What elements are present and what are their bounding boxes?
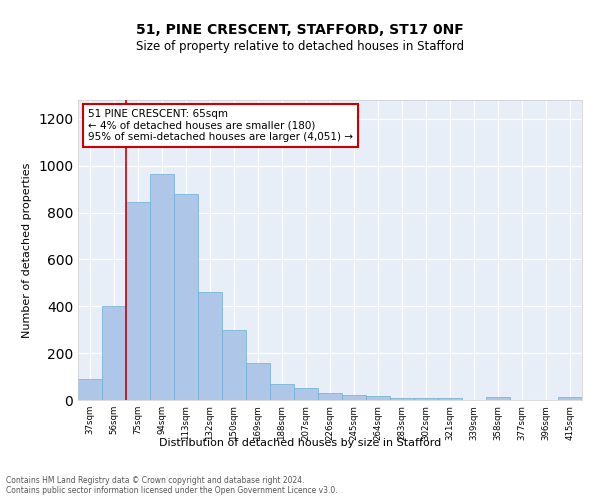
Bar [438,398,462,400]
Text: Contains HM Land Registry data © Crown copyright and database right 2024.
Contai: Contains HM Land Registry data © Crown c… [6,476,338,495]
Bar [174,194,198,400]
Y-axis label: Number of detached properties: Number of detached properties [22,162,32,338]
Text: 51, PINE CRESCENT, STAFFORD, ST17 0NF: 51, PINE CRESCENT, STAFFORD, ST17 0NF [136,22,464,36]
Bar [126,202,150,400]
Bar [198,292,222,400]
Bar [222,330,246,400]
Bar [366,396,390,400]
Text: Distribution of detached houses by size in Stafford: Distribution of detached houses by size … [159,438,441,448]
Bar [270,384,294,400]
Bar [558,397,582,400]
Bar [102,306,126,400]
Bar [246,362,270,400]
Bar [150,174,174,400]
Bar [390,398,414,400]
Bar [78,379,102,400]
Bar [414,398,438,400]
Text: 51 PINE CRESCENT: 65sqm
← 4% of detached houses are smaller (180)
95% of semi-de: 51 PINE CRESCENT: 65sqm ← 4% of detached… [88,109,353,142]
Bar [342,395,366,400]
Bar [294,388,318,400]
Bar [318,393,342,400]
Bar [486,397,510,400]
Text: Size of property relative to detached houses in Stafford: Size of property relative to detached ho… [136,40,464,53]
